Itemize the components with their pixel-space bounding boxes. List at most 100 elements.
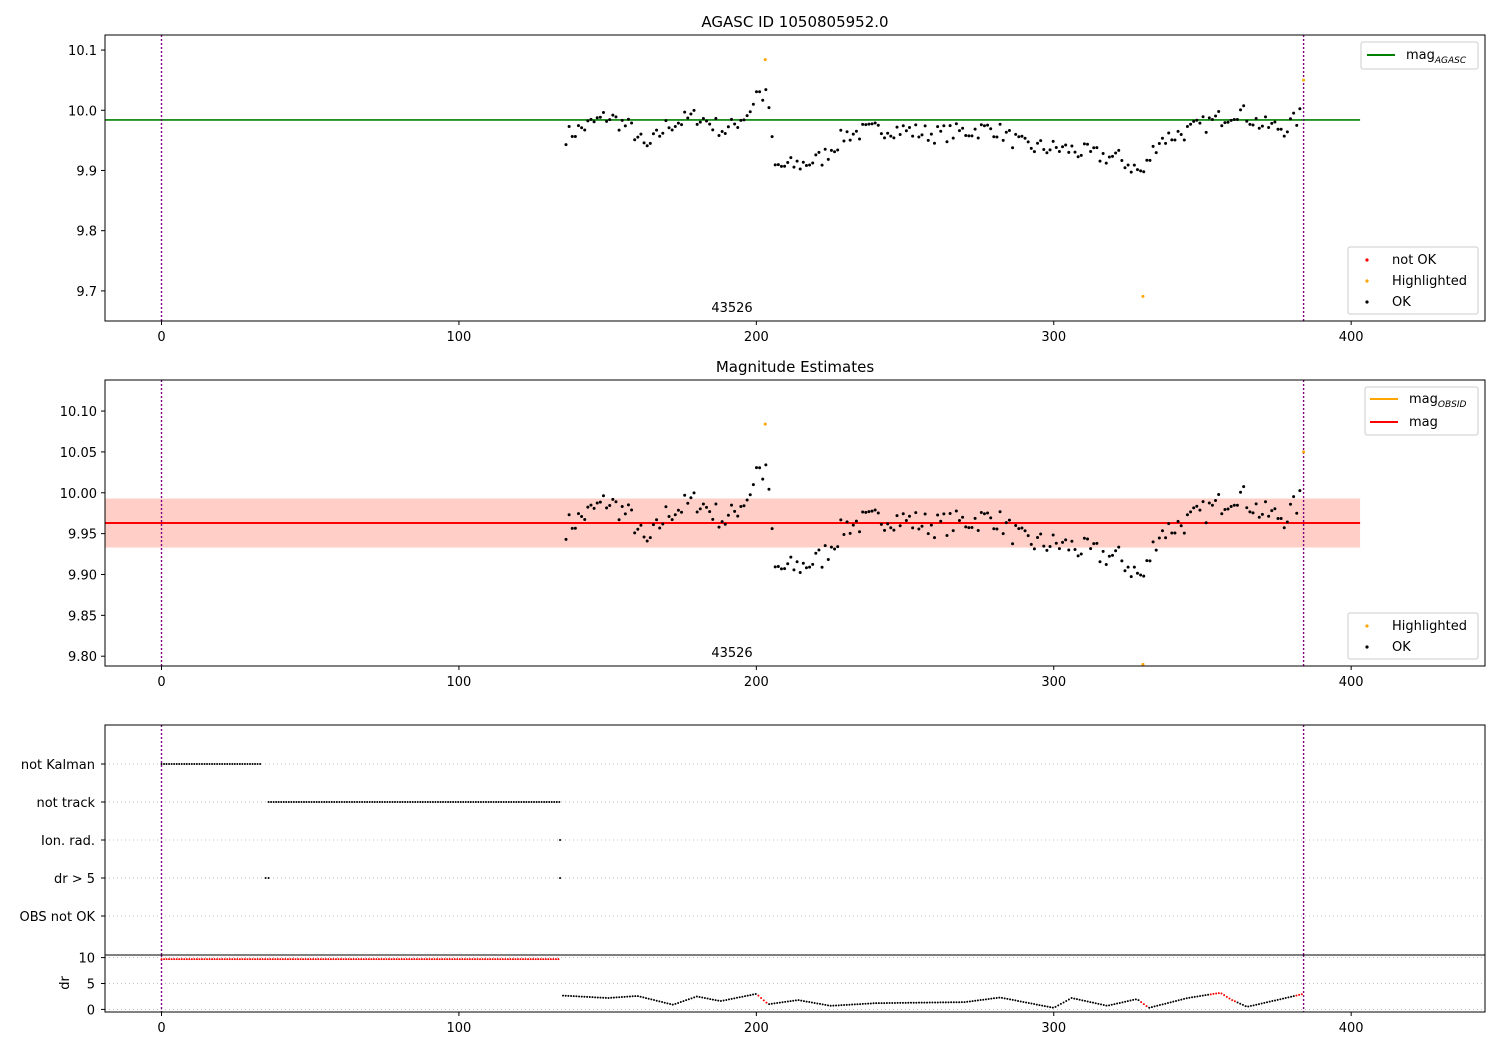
dr-not-ok-point (190, 958, 193, 961)
agasc-ok-point (1089, 149, 1093, 153)
agasc-ok-point (667, 126, 671, 130)
dr-ok-point (1191, 996, 1194, 999)
agasc-ok-point (1210, 117, 1214, 121)
dr-ok-point (1129, 999, 1132, 1002)
dr-not-ok-point (544, 958, 547, 961)
magnitude-ok-point (748, 493, 752, 497)
dr-not-ok-point (241, 958, 244, 961)
magnitude-ytick-label: 10.10 (60, 405, 97, 420)
magnitude-ok-point (1179, 524, 1183, 528)
agasc-ok-point (820, 163, 824, 167)
dr-ok-point (669, 1003, 672, 1006)
magnitude-ok-point (783, 567, 787, 571)
dr-ok-point (730, 997, 733, 1000)
agasc-ytick-label: 9.7 (76, 285, 97, 300)
agasc-ok-point (870, 122, 874, 126)
dr-ok-point (634, 995, 637, 998)
dr-ok-point (1180, 998, 1183, 1001)
magnitude-ok-point (1095, 541, 1099, 545)
not-track-point (391, 801, 394, 803)
not-track-point (535, 801, 538, 803)
dr-not-ok-point (322, 958, 325, 961)
agasc-ok-point (567, 125, 571, 129)
agasc-ok-point (1082, 142, 1086, 146)
magnitude-ok-point (854, 519, 858, 523)
agasc-ok-point (1254, 116, 1258, 120)
magnitude-ok-point (954, 509, 958, 513)
agasc-ok-point (717, 134, 721, 138)
dr-not-ok-point (188, 958, 191, 961)
agasc-ok-point (626, 117, 630, 121)
magnitude-ok-point (1248, 510, 1252, 514)
dr-not-ok-point (1298, 993, 1301, 996)
dr-ok-point (661, 1001, 664, 1004)
dr-not-ok-point (357, 958, 360, 961)
dr-ok-point (805, 1000, 808, 1003)
magnitude-ok-point (920, 524, 924, 528)
dr-ok-point (749, 994, 752, 997)
agasc-ok-point (589, 117, 593, 121)
magnitude-ytick-label: 10.05 (60, 446, 97, 461)
magnitude-ok-point (608, 503, 612, 507)
dr-ok-point (580, 995, 583, 998)
magnitude-ok-point (779, 567, 783, 571)
dr-not-ok-point (223, 958, 226, 961)
agasc-ok-point (754, 90, 758, 94)
dr-ok-point (781, 1001, 784, 1004)
dr-ok-point (1257, 1003, 1260, 1006)
dr-ok-point (845, 1003, 848, 1006)
agasc-ok-point (601, 110, 605, 114)
agasc-ok-point (1173, 138, 1177, 142)
dr-ok-point (1126, 1000, 1129, 1003)
dr-ok-point (752, 993, 755, 996)
dr-ok-point (1017, 999, 1020, 1002)
dr-ok-point (711, 998, 714, 1001)
dr-ok-point (1035, 1003, 1038, 1006)
agasc-ok-point (1157, 142, 1161, 146)
magnitude-ok-point (929, 523, 933, 527)
dr-ok-point (570, 995, 573, 998)
dr-not-ok-point (284, 958, 287, 961)
magnitude-ok-point (957, 518, 961, 522)
dr-ok-point (1108, 1004, 1111, 1007)
agasc-ok-point (914, 123, 918, 127)
dr-not-ok-point (481, 958, 484, 961)
agasc-ok-point (995, 135, 999, 139)
agasc-ok-point (742, 118, 746, 122)
dr-not-ok-point (206, 958, 209, 961)
agasc-ok-point (1079, 153, 1083, 157)
agasc-ok-point (967, 134, 971, 138)
not-kalman-point (183, 763, 186, 765)
not-track-point (449, 801, 452, 803)
dr-not-ok-point (1225, 995, 1228, 998)
dr-ok-point (744, 995, 747, 998)
agasc-legend-upper: magAGASC (1360, 41, 1479, 70)
magnitude-ok-point (658, 526, 662, 530)
dr-not-ok-point (446, 958, 449, 961)
not-track-point (297, 801, 300, 803)
not-track-point (282, 801, 285, 803)
magnitude-ok-point (680, 510, 684, 514)
agasc-ok-point (689, 112, 693, 116)
dr-ok-point (719, 1000, 722, 1003)
agasc-ok-point (723, 131, 727, 135)
agasc-ok-point (911, 134, 915, 138)
dr-ok-point (1062, 1001, 1065, 1004)
agasc-ok-point (848, 138, 852, 142)
agasc-ok-point (1014, 132, 1018, 136)
magnitude-ok-point (851, 523, 855, 527)
magnitude-ok-point (1051, 533, 1055, 537)
dr-not-ok-point (271, 958, 274, 961)
dr-ok-point (1199, 995, 1202, 998)
magnitude-ok-point (823, 544, 827, 548)
dr-not-ok-point (365, 958, 368, 961)
agasc-ok-point (661, 131, 665, 135)
magnitude-ok-point (645, 539, 649, 543)
dr-not-ok-point (519, 958, 522, 961)
agasc-ok-point (739, 118, 743, 122)
dr-not-ok-point (511, 958, 514, 961)
agasc-ok-point (936, 125, 940, 129)
agasc-ok-point (686, 116, 690, 120)
magnitude-ok-point (670, 518, 674, 522)
dr-ok-point (1081, 999, 1084, 1002)
